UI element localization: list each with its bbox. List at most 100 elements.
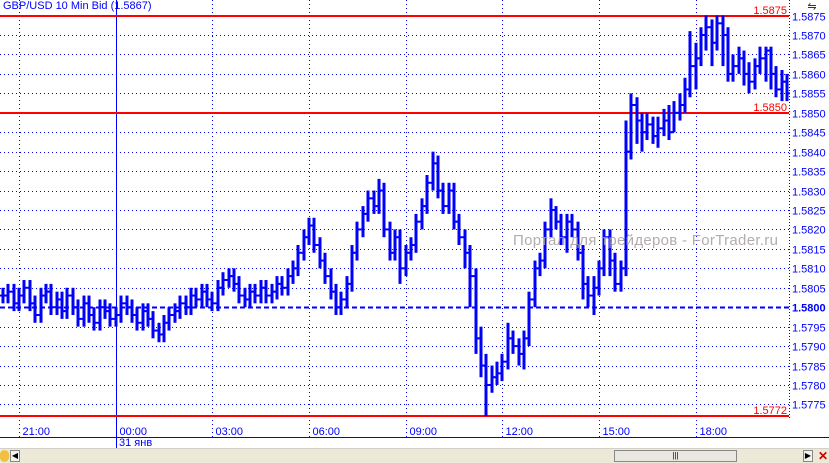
price-bar bbox=[124, 295, 130, 315]
horizontal-scrollbar[interactable]: ◀ ||| ▶ ✕ bbox=[0, 448, 829, 463]
price-bar bbox=[81, 295, 87, 327]
app-icon[interactable] bbox=[0, 450, 9, 462]
price-bar bbox=[666, 105, 672, 140]
price-bar bbox=[677, 93, 683, 121]
price-bar bbox=[521, 330, 527, 370]
price-bar bbox=[591, 276, 597, 315]
y-tick-label: 1.5845 bbox=[792, 128, 826, 140]
price-bar bbox=[483, 353, 489, 417]
price-bar bbox=[344, 276, 350, 308]
price-bar bbox=[86, 295, 92, 323]
price-bar bbox=[650, 116, 656, 144]
date-label: 31 янв bbox=[119, 437, 153, 449]
scroll-thumb[interactable]: ||| bbox=[614, 450, 737, 462]
y-tick-label: 1.5825 bbox=[792, 206, 826, 218]
time-axis[interactable]: 21:00 00:00 03:00 06:00 09:00 12:00 15:00 18:00 bbox=[0, 426, 829, 438]
price-bar bbox=[199, 283, 205, 308]
price-bar bbox=[424, 175, 430, 214]
grid-lines bbox=[0, 0, 789, 448]
horizontal-levels: 1.5875 1.5850 1.5772 bbox=[0, 5, 789, 417]
price-bar bbox=[204, 283, 210, 308]
price-bar bbox=[736, 46, 742, 74]
price-bar bbox=[365, 190, 371, 222]
price-bar bbox=[226, 268, 232, 288]
price-bar bbox=[134, 307, 140, 331]
price-bar bbox=[612, 252, 618, 292]
price-bar bbox=[580, 245, 586, 300]
price-bar bbox=[156, 322, 162, 343]
price-bar bbox=[655, 116, 661, 148]
x-tick-label: 09:00 bbox=[410, 426, 438, 438]
price-bar bbox=[752, 58, 758, 90]
close-icon[interactable]: ✕ bbox=[818, 449, 829, 463]
price-bar bbox=[473, 268, 479, 354]
price-bar bbox=[763, 46, 769, 82]
price-bar bbox=[730, 54, 736, 82]
y-tick-label: 1.5805 bbox=[792, 284, 826, 296]
y-tick-label: 1.5875 bbox=[792, 12, 826, 24]
price-bar bbox=[247, 283, 253, 308]
price-bar bbox=[193, 287, 199, 308]
price-bar bbox=[172, 303, 178, 323]
price-bar bbox=[698, 27, 704, 67]
zoom-icon[interactable]: ⇋ bbox=[807, 1, 817, 13]
price-bar bbox=[209, 291, 215, 312]
price-bar bbox=[623, 120, 629, 277]
price-bars bbox=[0, 15, 790, 417]
price-bar bbox=[328, 268, 334, 300]
price-axis[interactable]: 1.5875 1.5870 1.5865 1.5860 1.5855 1.5850 1.58… bbox=[789, 0, 826, 420]
price-bar bbox=[236, 276, 242, 304]
y-tick-label: 1.5870 bbox=[792, 31, 826, 43]
x-tick-label: 06:00 bbox=[313, 426, 341, 438]
scroll-right-button[interactable]: ▶ bbox=[803, 450, 813, 462]
y-tick-label: 1.5855 bbox=[792, 89, 826, 101]
price-bar bbox=[252, 283, 258, 304]
price-bar bbox=[118, 295, 124, 323]
y-tick-label: 1.5795 bbox=[792, 323, 826, 335]
price-bar bbox=[161, 315, 167, 343]
price-bar bbox=[440, 182, 446, 214]
price-bar bbox=[376, 178, 382, 214]
price-bar bbox=[64, 287, 70, 319]
price-bar bbox=[311, 217, 317, 253]
price-bar bbox=[215, 280, 221, 312]
price-bar bbox=[413, 213, 419, 253]
price-bar bbox=[408, 237, 414, 261]
price-bar bbox=[489, 365, 495, 393]
x-tick-label: 03:00 bbox=[216, 426, 244, 438]
price-bar bbox=[446, 182, 452, 214]
price-bar bbox=[387, 221, 393, 261]
price-bar bbox=[537, 252, 543, 277]
y-tick-label: 1.5790 bbox=[792, 342, 826, 354]
price-bar bbox=[258, 280, 264, 304]
price-bar bbox=[499, 353, 505, 382]
price-bar bbox=[553, 206, 559, 230]
price-bar bbox=[27, 280, 33, 312]
price-bar bbox=[392, 229, 398, 261]
price-bar bbox=[682, 77, 688, 113]
price-bar bbox=[54, 291, 60, 315]
price-bar bbox=[43, 283, 49, 304]
price-bar bbox=[70, 287, 76, 315]
price-bar bbox=[177, 295, 183, 319]
price-bar bbox=[768, 46, 774, 90]
level-label: 1.5850 bbox=[753, 102, 787, 114]
scroll-left-button[interactable]: ◀ bbox=[10, 450, 20, 462]
x-tick-label: 21:00 bbox=[23, 426, 51, 438]
price-bar bbox=[456, 213, 462, 245]
price-bar bbox=[720, 15, 726, 67]
y-tick-label: 1.5820 bbox=[792, 225, 826, 237]
price-bar bbox=[129, 299, 135, 323]
y-tick-label: 1.5785 bbox=[792, 362, 826, 374]
price-bar bbox=[91, 307, 97, 331]
price-bar bbox=[569, 213, 575, 238]
price-bar bbox=[97, 299, 103, 331]
y-tick-label: 1.5865 bbox=[792, 50, 826, 62]
y-tick-label: 1.5835 bbox=[792, 167, 826, 179]
price-bar bbox=[505, 322, 511, 370]
y-tick-label: 1.5780 bbox=[792, 381, 826, 393]
price-bar bbox=[107, 303, 113, 327]
price-bar bbox=[516, 338, 522, 366]
price-bar bbox=[687, 31, 693, 98]
price-bar bbox=[301, 229, 307, 261]
